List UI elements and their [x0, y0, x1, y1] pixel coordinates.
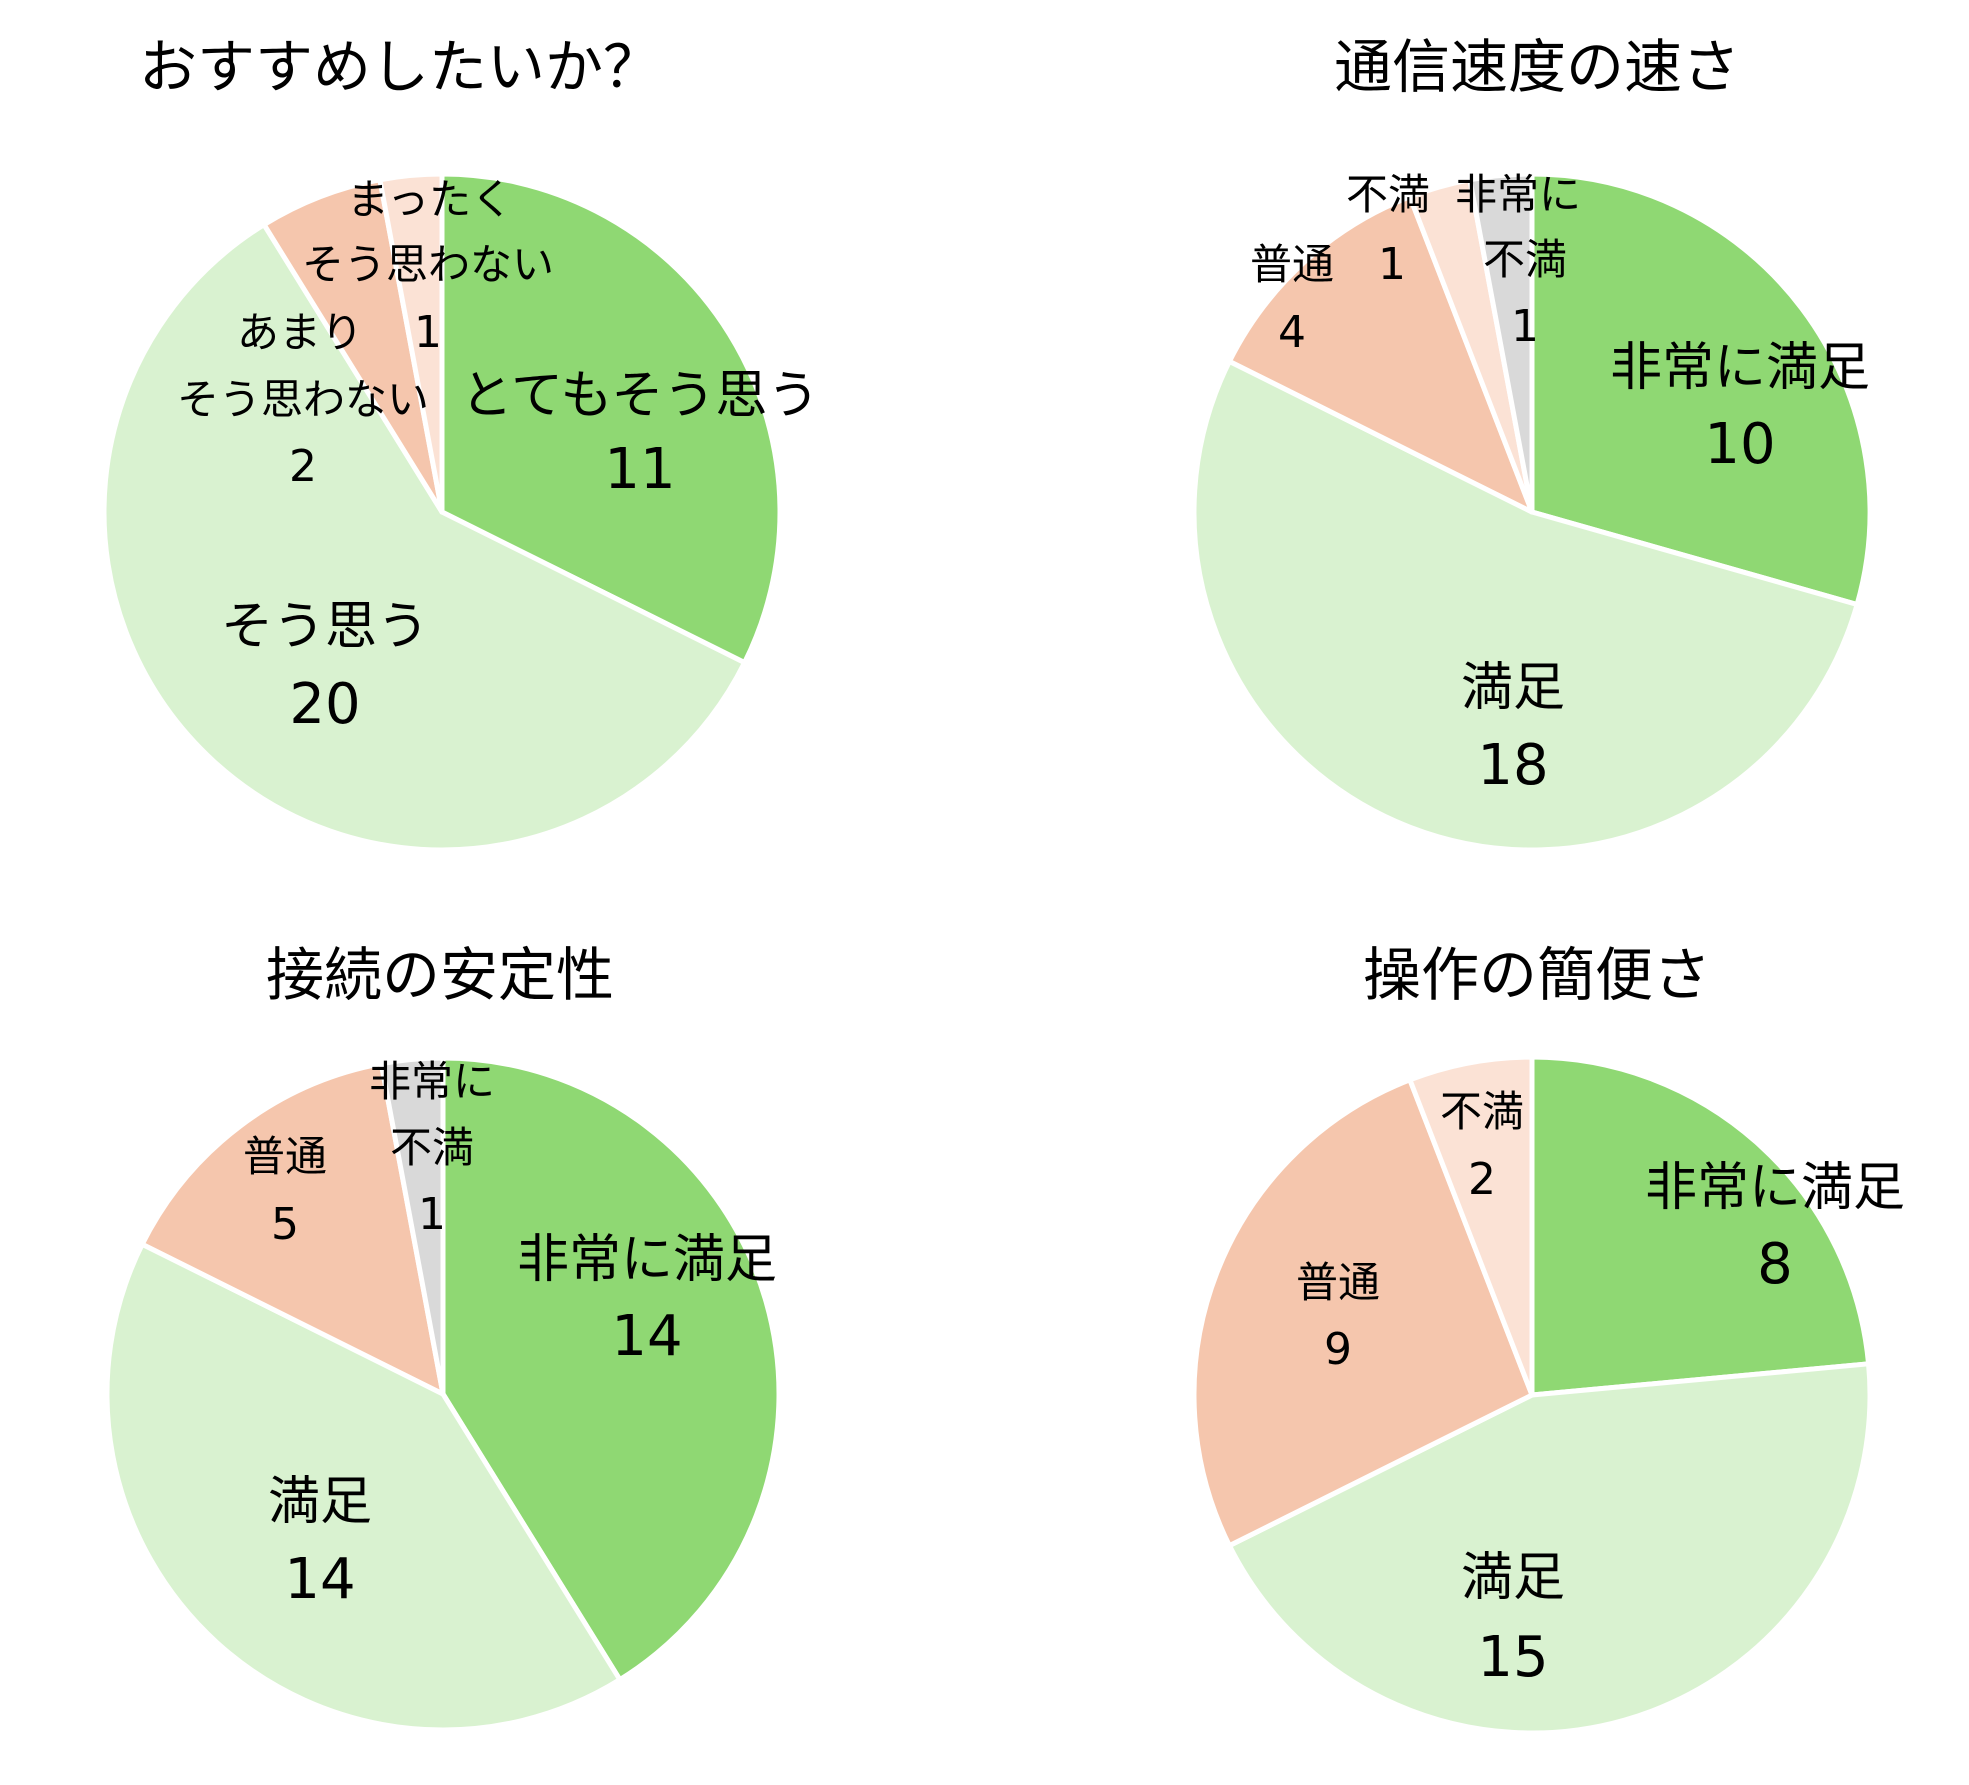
pie-slice	[1529, 1054, 1872, 1398]
pie-slice	[439, 171, 783, 666]
slice-label-very-unsatisfied-line1: 非常に	[368, 1057, 496, 1106]
chart-recommend: おすすめしたいか？ とてもそう思う 11 そう思う 20 あまり そう思わない …	[0, 0, 985, 893]
slice-label-not-at-all-line1: まったく	[346, 175, 514, 224]
slice-label-normal: 普通	[1295, 1258, 1381, 1307]
slice-label-normal: 普通	[242, 1132, 328, 1181]
slice-value-normal: 4	[1278, 307, 1306, 358]
slice-value-very-satisfied: 10	[1704, 412, 1776, 477]
slice-value-satisfied: 18	[1477, 733, 1549, 798]
slice-label-satisfied: 満足	[1460, 658, 1566, 718]
pie-slice	[1191, 1077, 1535, 1549]
pie-slice	[104, 1241, 623, 1733]
slice-label-not-really-line1: あまり	[236, 308, 364, 357]
pie-slice	[1191, 358, 1860, 853]
slice-value-unsatisfied: 2	[1468, 1154, 1496, 1205]
slice-value-satisfied: 14	[284, 1547, 356, 1612]
pie-slice	[378, 1055, 446, 1397]
slice-label-unsatisfied: 不満	[1345, 170, 1431, 219]
chart-stability: 接続の安定性 非常に満足 14 満足 14 普通 5 非常に 不満 1	[104, 941, 782, 1733]
slice-value-very-unsatisfied: 1	[1511, 301, 1539, 352]
slice-value-unsatisfied: 1	[1378, 239, 1406, 290]
slice-label-very-yes: とてもそう思う	[460, 366, 820, 426]
chart-title: 通信速度の速さ	[1333, 33, 1741, 101]
chart-title: おすすめしたいか？	[138, 33, 662, 101]
slice-value-not-really: 2	[289, 441, 317, 492]
slice-value-very-satisfied: 8	[1757, 1232, 1793, 1297]
slice-label-satisfied: 満足	[1460, 1548, 1566, 1608]
pie-slice	[1226, 1361, 1873, 1736]
pie-slice	[1529, 171, 1873, 607]
slice-label-very-unsatisfied-line1: 非常に	[1454, 170, 1582, 219]
pie-slice	[440, 1055, 782, 1683]
slice-label-very-unsatisfied-line2: 不満	[1482, 235, 1568, 284]
pie-slice	[1226, 194, 1535, 515]
slice-label-very-satisfied: 非常に満足	[516, 1230, 778, 1290]
slice-label-very-satisfied: 非常に満足	[1609, 338, 1871, 398]
pie-slice	[101, 222, 748, 853]
pie-speed	[1191, 171, 1873, 853]
chart-speed: 通信速度の速さ 非常に満足 10 満足 18 普通 4 不満 1 非常に 不満 …	[1191, 33, 1873, 853]
slice-value-yes: 20	[289, 672, 361, 737]
slice-value-normal: 9	[1324, 1324, 1352, 1375]
slice-value-not-at-all: 1	[414, 307, 442, 358]
pie-slice	[1407, 1054, 1535, 1398]
chart-title: 接続の安定性	[265, 941, 615, 1009]
slice-value-very-unsatisfied: 1	[418, 1189, 446, 1240]
slice-label-not-at-all-line2: そう思わない	[301, 240, 555, 289]
chart-title: 操作の簡便さ	[1362, 941, 1712, 1009]
pie-slice	[139, 1061, 446, 1397]
slice-label-satisfied: 満足	[267, 1472, 373, 1532]
slice-label-yes: そう思う	[220, 597, 430, 657]
pie-stability	[104, 1055, 782, 1733]
slice-label-very-satisfied: 非常に満足	[1644, 1158, 1906, 1218]
slice-label-not-really-line2: そう思わない	[176, 375, 430, 424]
pie-slice	[377, 171, 445, 515]
slice-label-normal: 普通	[1249, 240, 1335, 289]
slice-value-satisfied: 15	[1477, 1625, 1549, 1690]
slice-value-normal: 5	[271, 1199, 299, 1250]
slice-label-very-unsatisfied-line2: 不満	[389, 1123, 475, 1172]
slice-value-very-yes: 11	[604, 437, 676, 502]
slice-label-unsatisfied: 不満	[1439, 1087, 1525, 1136]
pie-recommend	[101, 171, 783, 853]
slice-value-very-satisfied: 14	[611, 1304, 683, 1369]
pie-slice	[1467, 171, 1535, 515]
